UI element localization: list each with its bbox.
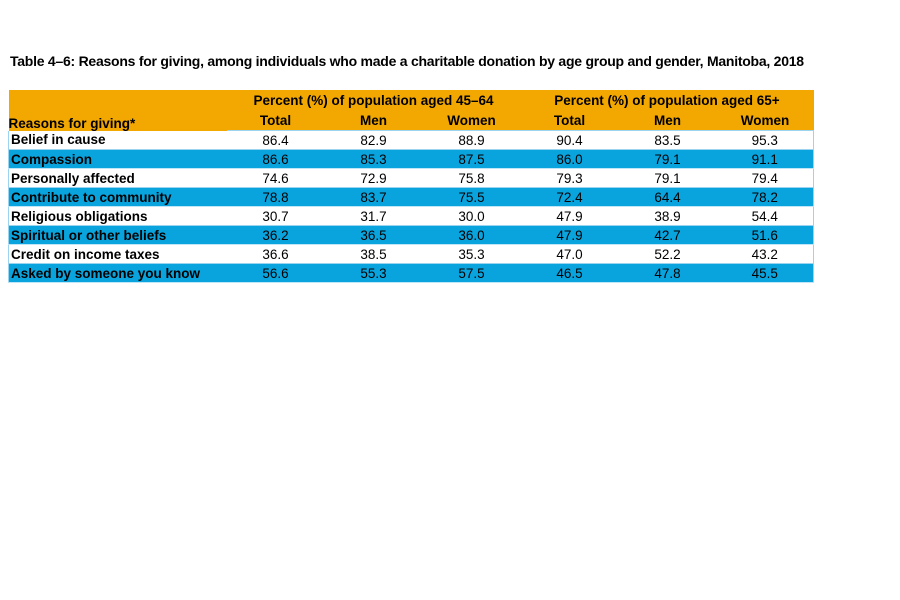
row-label: Asked by someone you know xyxy=(8,263,227,283)
table-row: Compassion 86.6 85.3 87.5 86.0 79.1 91.1 xyxy=(8,149,814,169)
table-cell: 47.8 xyxy=(618,263,717,283)
table-cell: 72.4 xyxy=(520,187,619,207)
row-label: Contribute to community xyxy=(8,187,227,207)
table-cell: 83.5 xyxy=(618,130,717,150)
table-row: Asked by someone you know 56.6 55.3 57.5… xyxy=(8,263,814,283)
table-cell: 36.6 xyxy=(226,244,325,264)
table-row: Spiritual or other beliefs 36.2 36.5 36.… xyxy=(8,225,814,245)
table-cell: 56.6 xyxy=(226,263,325,283)
table-cell: 31.7 xyxy=(324,206,423,226)
sub-header-total-65-plus: Total xyxy=(520,110,619,131)
table-cell: 30.0 xyxy=(422,206,521,226)
table-cell: 72.9 xyxy=(324,168,423,188)
table-cell: 82.9 xyxy=(324,130,423,150)
table-cell: 75.8 xyxy=(422,168,521,188)
table-cell: 79.1 xyxy=(618,168,717,188)
sub-header-women-45-64: Women xyxy=(422,110,521,131)
table-cell: 87.5 xyxy=(422,149,521,169)
table-cell: 51.6 xyxy=(716,225,814,245)
table-cell: 91.1 xyxy=(716,149,814,169)
sub-header-men-65-plus: Men xyxy=(618,110,717,131)
row-label: Credit on income taxes xyxy=(8,244,227,264)
table-cell: 85.3 xyxy=(324,149,423,169)
table-title: Table 4–6: Reasons for giving, among ind… xyxy=(10,53,804,69)
table-cell: 75.5 xyxy=(422,187,521,207)
row-label: Spiritual or other beliefs xyxy=(8,225,227,245)
sub-header-men-45-64: Men xyxy=(324,110,423,131)
row-label: Belief in cause xyxy=(8,130,227,150)
table-cell: 78.8 xyxy=(226,187,325,207)
table-cell: 86.6 xyxy=(226,149,325,169)
table-cell: 47.0 xyxy=(520,244,619,264)
sub-header-total-45-64: Total xyxy=(226,110,325,131)
table-row: Contribute to community 78.8 83.7 75.5 7… xyxy=(8,187,814,207)
table-cell: 74.6 xyxy=(226,168,325,188)
table-cell: 47.9 xyxy=(520,225,619,245)
table-row: Personally affected 74.6 72.9 75.8 79.3 … xyxy=(8,168,814,188)
header-group-row: Reasons for giving* Percent (%) of popul… xyxy=(8,90,814,131)
table-row: Belief in cause 86.4 82.9 88.9 90.4 83.5… xyxy=(8,130,814,150)
table-cell: 42.7 xyxy=(618,225,717,245)
table-cell: 64.4 xyxy=(618,187,717,207)
table-cell: 45.5 xyxy=(716,263,814,283)
table-cell: 88.9 xyxy=(422,130,521,150)
table-cell: 36.5 xyxy=(324,225,423,245)
table-cell: 36.2 xyxy=(226,225,325,245)
table-cell: 79.3 xyxy=(520,168,619,188)
table-cell: 78.2 xyxy=(716,187,814,207)
table-cell: 79.4 xyxy=(716,168,814,188)
table-body: Belief in cause 86.4 82.9 88.9 90.4 83.5… xyxy=(8,130,814,283)
table-cell: 55.3 xyxy=(324,263,423,283)
table-cell: 83.7 xyxy=(324,187,423,207)
table-header: Reasons for giving* Percent (%) of popul… xyxy=(8,90,814,131)
table-cell: 35.3 xyxy=(422,244,521,264)
table-cell: 54.4 xyxy=(716,206,814,226)
row-label: Religious obligations xyxy=(8,206,227,226)
header-sub-row: Total Men Women Total Men Women xyxy=(9,110,814,131)
table-cell: 46.5 xyxy=(520,263,619,283)
table-cell: 79.1 xyxy=(618,149,717,169)
group-header-65-plus: Percent (%) of population aged 65+ xyxy=(520,90,814,110)
table-cell: 57.5 xyxy=(422,263,521,283)
table-cell: 90.4 xyxy=(520,130,619,150)
sub-header-women-65-plus: Women xyxy=(716,110,814,131)
table-cell: 38.9 xyxy=(618,206,717,226)
table-row: Religious obligations 30.7 31.7 30.0 47.… xyxy=(8,206,814,226)
table-cell: 95.3 xyxy=(716,130,814,150)
table-cell: 47.9 xyxy=(520,206,619,226)
table-cell: 38.5 xyxy=(324,244,423,264)
row-label: Personally affected xyxy=(8,168,227,188)
table-cell: 36.0 xyxy=(422,225,521,245)
reasons-for-giving-table: Reasons for giving* Percent (%) of popul… xyxy=(8,90,814,283)
group-header-45-64: Percent (%) of population aged 45–64 xyxy=(226,90,521,110)
table-cell: 52.2 xyxy=(618,244,717,264)
table-cell: 86.0 xyxy=(520,149,619,169)
table-row: Credit on income taxes 36.6 38.5 35.3 47… xyxy=(8,244,814,264)
row-label: Compassion xyxy=(8,149,227,169)
table-cell: 86.4 xyxy=(226,130,325,150)
corner-header: Reasons for giving* xyxy=(8,90,227,131)
table-cell: 30.7 xyxy=(226,206,325,226)
table-cell: 43.2 xyxy=(716,244,814,264)
